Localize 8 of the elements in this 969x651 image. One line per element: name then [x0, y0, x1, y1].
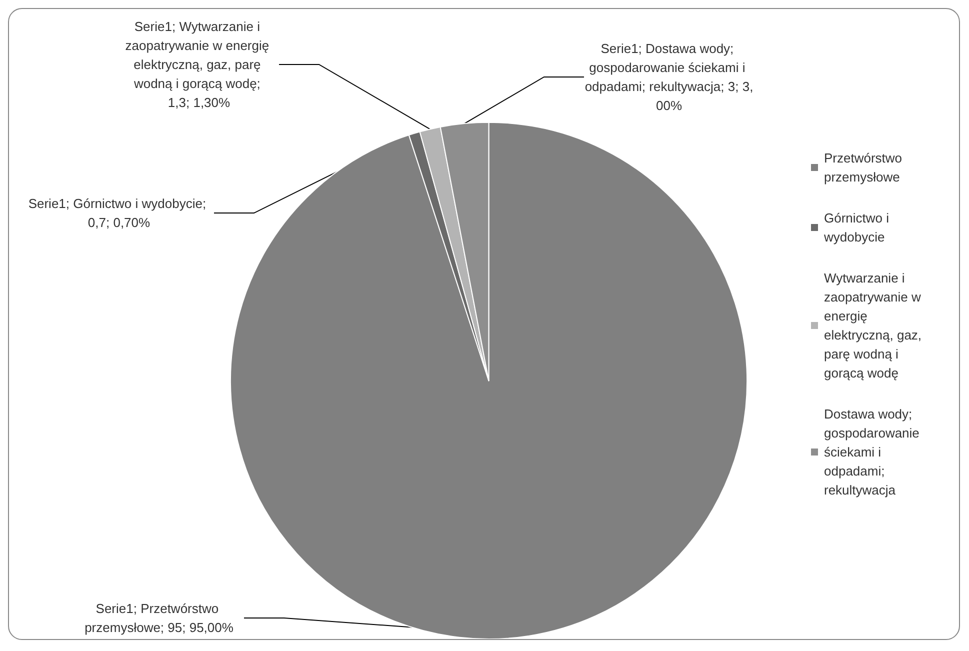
data-label: Serie1; Wytwarzanie i zaopatrywanie w energię elektryczną, gaz, parę wodną i gorącą wodę; 1,3; 1,30% [125, 19, 273, 110]
data-label: Serie1; Dostawa wody; gospodarowanie ściekami i odpadami; rekultywacja; 3; 3,00% [584, 41, 754, 113]
legend-label: Dostawa wody; gospodarowanie ściekami i odpadami; rekultywacja [824, 406, 924, 498]
data-label: Serie1; Przetwórstwo przemysłowe; 95; 95,00% [84, 601, 234, 635]
legend-label: Przetwórstwo przemysłowe [824, 150, 906, 184]
data-label: Serie1; Górnictwo i wydobycie; 0,7; 0,70% [28, 196, 210, 230]
legend-label: Górnictwo i wydobycie [823, 210, 893, 244]
legend-label: Wytwarzanie i zaopatrywanie w energię elektryczną, gaz, parę wodną i gorącą wodę [824, 270, 926, 380]
